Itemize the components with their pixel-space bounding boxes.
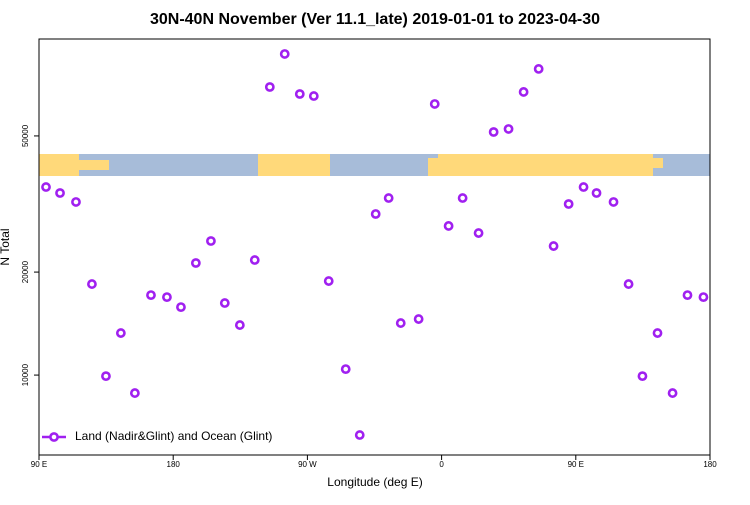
legend-marker: [49, 432, 59, 442]
point: [55, 188, 65, 198]
y-tick-label: 50000: [21, 124, 30, 147]
point: [429, 99, 440, 109]
x-axis-label: Longitude (deg E): [327, 475, 422, 489]
x-tick-label: 90 W: [298, 460, 317, 469]
chart-title: 30N-40N November (Ver 11.1_late) 2019-01…: [150, 11, 600, 28]
point: [457, 193, 468, 203]
y-tick-label: 20000: [21, 260, 30, 283]
point: [190, 258, 201, 268]
point: [667, 388, 678, 398]
point: [682, 290, 693, 301]
point: [294, 89, 305, 99]
point: [87, 279, 97, 289]
point: [129, 388, 140, 398]
point: [249, 255, 260, 265]
point: [71, 197, 81, 207]
point: [323, 276, 334, 286]
point: [608, 197, 619, 207]
point: [578, 182, 589, 192]
point: [206, 236, 216, 246]
point: [637, 371, 648, 382]
point: [354, 430, 365, 440]
point: [533, 64, 544, 74]
point: [340, 364, 351, 375]
point: [146, 290, 156, 301]
point: [488, 127, 499, 137]
point: [395, 318, 406, 328]
x-tick-label: 180: [167, 460, 181, 469]
point: [176, 302, 186, 313]
point: [591, 188, 602, 198]
point: [279, 49, 290, 59]
point: [473, 228, 484, 238]
point: [623, 279, 634, 289]
point: [115, 328, 126, 338]
point: [383, 193, 394, 203]
plot-frame: [38, 38, 711, 456]
x-tick-label: 0: [439, 460, 444, 469]
point: [308, 91, 319, 101]
point: [443, 221, 454, 231]
point: [264, 82, 275, 92]
point: [563, 199, 574, 209]
point: [503, 124, 514, 134]
x-tick-label: 90 E: [568, 460, 584, 469]
point: [234, 320, 245, 330]
y-tick-label: 10000: [21, 363, 30, 386]
point: [101, 371, 111, 382]
point: [219, 298, 230, 308]
y-axis-label: N Total: [0, 228, 12, 265]
x-tick-label: 180: [703, 460, 717, 469]
point: [548, 241, 559, 251]
point: [413, 314, 424, 324]
map-strip: [39, 154, 710, 176]
x-tick-label: 90 E: [31, 460, 47, 469]
point: [370, 209, 381, 219]
point: [652, 328, 663, 338]
point: [162, 292, 172, 303]
point: [518, 87, 529, 97]
point: [41, 182, 51, 192]
point: [698, 292, 709, 303]
legend-label: Land (Nadir&Glint) and Ocean (Glint): [75, 429, 272, 443]
